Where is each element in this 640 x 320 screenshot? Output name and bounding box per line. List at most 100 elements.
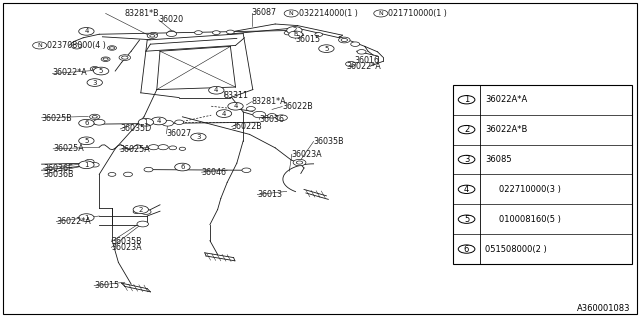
Circle shape xyxy=(287,27,302,34)
Circle shape xyxy=(166,31,177,36)
Text: 36022A*B: 36022A*B xyxy=(485,125,527,134)
Circle shape xyxy=(124,172,132,177)
Circle shape xyxy=(315,33,323,36)
Circle shape xyxy=(216,110,232,117)
Text: N: N xyxy=(289,11,294,16)
Text: 4: 4 xyxy=(222,111,226,116)
Circle shape xyxy=(92,116,97,118)
Circle shape xyxy=(289,31,303,38)
Text: 3: 3 xyxy=(196,134,201,140)
Text: 36085: 36085 xyxy=(485,155,512,164)
Circle shape xyxy=(296,33,303,36)
Circle shape xyxy=(228,102,243,110)
Text: 051508000(2 ): 051508000(2 ) xyxy=(485,244,547,253)
Text: 36036: 36036 xyxy=(259,115,284,124)
Text: 6: 6 xyxy=(84,120,89,126)
Text: 83281*A: 83281*A xyxy=(252,97,286,106)
Text: N: N xyxy=(37,43,42,48)
Circle shape xyxy=(141,209,151,214)
Circle shape xyxy=(346,61,356,67)
Circle shape xyxy=(90,67,99,71)
Circle shape xyxy=(148,145,159,150)
Text: 36027: 36027 xyxy=(166,129,191,138)
Text: 1: 1 xyxy=(143,119,148,125)
Circle shape xyxy=(212,31,220,35)
Circle shape xyxy=(79,161,94,169)
Text: 36020: 36020 xyxy=(159,15,184,24)
Circle shape xyxy=(169,146,177,150)
Circle shape xyxy=(79,28,94,35)
Circle shape xyxy=(296,161,303,164)
Circle shape xyxy=(319,45,334,52)
Text: 1: 1 xyxy=(464,95,469,104)
Circle shape xyxy=(268,114,276,118)
Circle shape xyxy=(246,107,255,111)
Circle shape xyxy=(150,32,157,36)
Text: 4: 4 xyxy=(234,103,237,109)
Text: B: B xyxy=(488,217,492,222)
Circle shape xyxy=(158,145,168,150)
Text: 2: 2 xyxy=(464,125,469,134)
Circle shape xyxy=(276,115,287,121)
Text: 5: 5 xyxy=(324,46,328,52)
Circle shape xyxy=(341,38,348,42)
Text: 021710000(1 ): 021710000(1 ) xyxy=(388,9,447,18)
Text: 36046: 36046 xyxy=(202,168,227,177)
Circle shape xyxy=(483,186,497,193)
Circle shape xyxy=(87,79,102,86)
Text: 83281*B: 83281*B xyxy=(125,9,159,18)
Text: 3: 3 xyxy=(464,155,469,164)
Text: 4: 4 xyxy=(214,87,218,93)
Circle shape xyxy=(168,31,175,35)
Text: 83311: 83311 xyxy=(224,92,249,100)
Text: 4: 4 xyxy=(157,118,161,124)
Circle shape xyxy=(133,206,148,213)
Bar xyxy=(453,85,632,264)
Circle shape xyxy=(175,120,184,124)
Text: 36023A: 36023A xyxy=(111,243,142,252)
Circle shape xyxy=(293,159,306,166)
Circle shape xyxy=(227,30,234,34)
Text: 36025A: 36025A xyxy=(120,145,150,154)
Circle shape xyxy=(108,172,116,176)
Circle shape xyxy=(90,163,99,167)
Circle shape xyxy=(79,119,94,127)
Circle shape xyxy=(119,55,131,60)
Text: 36016: 36016 xyxy=(355,56,380,65)
Circle shape xyxy=(191,133,206,141)
Text: 1: 1 xyxy=(84,215,89,220)
Circle shape xyxy=(79,214,94,221)
Text: 032214000(1 ): 032214000(1 ) xyxy=(299,9,358,18)
Text: 36035B: 36035B xyxy=(314,137,344,146)
Circle shape xyxy=(93,119,105,125)
Text: 36025B: 36025B xyxy=(42,114,72,123)
Circle shape xyxy=(101,57,110,61)
Circle shape xyxy=(209,86,224,94)
Circle shape xyxy=(162,120,173,126)
Circle shape xyxy=(253,111,266,118)
Text: 36015: 36015 xyxy=(296,35,321,44)
Circle shape xyxy=(242,168,251,172)
Text: 36087: 36087 xyxy=(252,8,276,17)
Circle shape xyxy=(483,216,497,223)
Circle shape xyxy=(93,67,109,75)
Text: 36025A: 36025A xyxy=(53,144,84,153)
Text: 5: 5 xyxy=(84,138,88,144)
Circle shape xyxy=(72,44,82,49)
Text: 022710000(3 ): 022710000(3 ) xyxy=(499,185,561,194)
Circle shape xyxy=(179,147,186,150)
Circle shape xyxy=(150,35,155,37)
Text: 4: 4 xyxy=(464,185,469,194)
Circle shape xyxy=(90,114,100,119)
Text: 023708000(4 ): 023708000(4 ) xyxy=(47,41,106,50)
Text: 5: 5 xyxy=(464,215,469,224)
Circle shape xyxy=(144,167,153,172)
Text: 36022*A: 36022*A xyxy=(56,217,91,226)
Text: 6: 6 xyxy=(464,244,469,253)
Circle shape xyxy=(137,221,148,227)
Text: 4: 4 xyxy=(84,28,88,34)
Text: 36022*A: 36022*A xyxy=(52,68,87,77)
Text: 3: 3 xyxy=(92,80,97,85)
Circle shape xyxy=(133,210,140,213)
Circle shape xyxy=(92,68,97,70)
